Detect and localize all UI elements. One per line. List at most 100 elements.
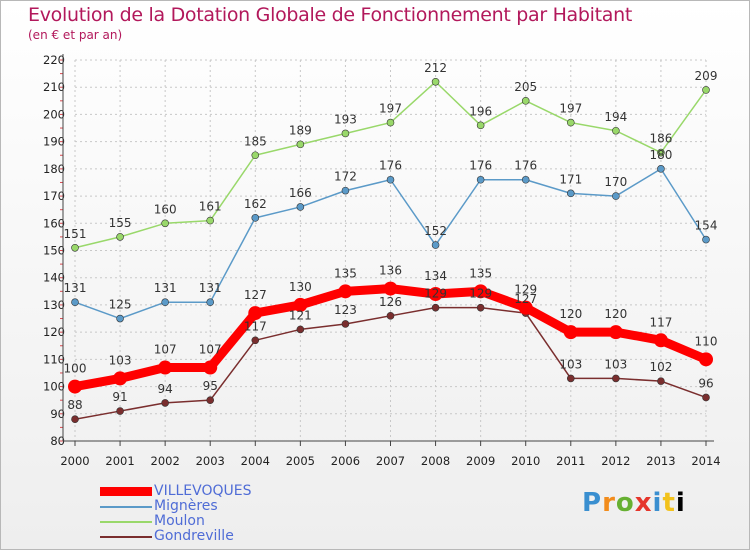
- data-point: [161, 399, 169, 407]
- x-tick-label: 2012: [601, 454, 630, 468]
- data-point: [206, 396, 215, 404]
- data-point: [386, 118, 395, 127]
- data-point: [702, 86, 710, 94]
- y-tick-label: 150: [43, 244, 65, 258]
- data-label: 205: [514, 80, 537, 94]
- y-tick-label: 220: [43, 53, 65, 67]
- y-tick-label: 130: [43, 298, 65, 312]
- proxiti-logo: Proxiti: [582, 488, 686, 518]
- data-label: 154: [695, 219, 718, 233]
- x-tick-label: 2006: [331, 454, 360, 468]
- data-point: [566, 189, 575, 198]
- data-label: 88: [67, 398, 82, 412]
- data-label: 176: [514, 159, 537, 173]
- y-tick-label: 170: [43, 189, 65, 203]
- data-label: 129: [424, 287, 447, 301]
- data-point: [386, 175, 395, 184]
- data-point: [657, 377, 665, 385]
- legend: VILLEVOQUES Mignères Moulon Gondreville: [100, 484, 360, 544]
- data-label: 194: [604, 110, 627, 124]
- data-point: [296, 325, 305, 334]
- data-point: [386, 312, 395, 320]
- data-label: 127: [514, 292, 537, 306]
- data-label: 196: [469, 104, 492, 118]
- data-label: 197: [379, 102, 402, 116]
- data-label: 120: [559, 307, 582, 321]
- data-point: [428, 287, 443, 302]
- chart-title: Evolution de la Dotation Globale de Fonc…: [28, 4, 633, 26]
- data-label: 94: [158, 382, 173, 396]
- data-point: [338, 284, 353, 299]
- axes: 8090100110120130140150160170180190200210…: [43, 53, 721, 468]
- data-label: 189: [289, 123, 312, 137]
- data-point: [71, 298, 79, 307]
- data-label: 129: [469, 287, 492, 301]
- data-label: 136: [379, 264, 402, 278]
- data-point: [521, 97, 530, 105]
- data-point: [116, 407, 124, 415]
- data-point: [71, 415, 79, 424]
- data-label: 134: [424, 269, 447, 283]
- data-point: [251, 151, 260, 160]
- data-label: 161: [199, 200, 222, 214]
- y-tick-label: 90: [50, 407, 65, 421]
- data-label: 130: [289, 280, 312, 294]
- data-labels: 151 155 160 161 185 189 193 197 212 196 205 197 194 1…: [64, 61, 718, 412]
- data-point: [702, 393, 710, 402]
- data-point: [251, 214, 260, 222]
- data-label: 170: [604, 175, 627, 189]
- y-tick-label: 190: [43, 135, 65, 149]
- data-point: [296, 203, 305, 211]
- y-tick-label: 210: [43, 80, 65, 94]
- data-point: [341, 186, 350, 195]
- data-label: 186: [649, 132, 672, 146]
- data-label: 103: [109, 353, 132, 367]
- y-tick-label: 180: [43, 162, 65, 176]
- legend-item: Mignères: [100, 499, 360, 514]
- data-point: [251, 336, 260, 345]
- x-tick-label: 2007: [376, 454, 405, 468]
- data-point: [293, 297, 308, 312]
- x-tick-label: 2011: [556, 454, 585, 468]
- data-label: 171: [559, 172, 582, 186]
- data-point: [612, 126, 620, 135]
- legend-item: Gondreville: [100, 529, 360, 544]
- data-label: 131: [154, 281, 177, 295]
- y-tick-label: 140: [43, 271, 65, 285]
- legend-label: Mignères: [154, 498, 218, 514]
- y-tick-label: 100: [43, 380, 65, 394]
- x-tick-label: 2010: [511, 454, 540, 468]
- data-label: 95: [203, 379, 218, 393]
- series-lines: [68, 77, 713, 424]
- data-point: [341, 129, 350, 138]
- data-point: [116, 314, 124, 323]
- data-label: 117: [244, 319, 267, 333]
- data-label: 135: [469, 266, 492, 280]
- legend-swatch: [100, 536, 152, 538]
- x-tick-label: 2003: [196, 454, 225, 468]
- data-point: [431, 303, 440, 312]
- legend-swatch: [100, 521, 152, 523]
- data-point: [158, 360, 173, 375]
- data-label: 100: [64, 362, 87, 376]
- data-label: 131: [64, 281, 87, 295]
- data-point: [702, 235, 710, 244]
- y-tick-label: 200: [43, 107, 65, 121]
- data-label: 131: [199, 281, 222, 295]
- legend-swatch: [100, 506, 152, 508]
- data-point: [206, 216, 215, 225]
- data-label: 107: [199, 343, 222, 357]
- data-label: 127: [244, 288, 267, 302]
- data-label: 209: [695, 69, 718, 83]
- data-point: [113, 371, 128, 386]
- x-tick-label: 2001: [105, 454, 134, 468]
- chart-subtitle: (en € et par an): [28, 28, 123, 42]
- data-label: 162: [244, 197, 267, 211]
- data-label: 152: [424, 224, 447, 238]
- legend-label: VILLEVOQUES: [154, 483, 252, 499]
- data-point: [203, 360, 218, 375]
- y-tick-label: 80: [50, 434, 65, 448]
- data-label: 185: [244, 134, 267, 148]
- legend-label: Gondreville: [154, 528, 234, 544]
